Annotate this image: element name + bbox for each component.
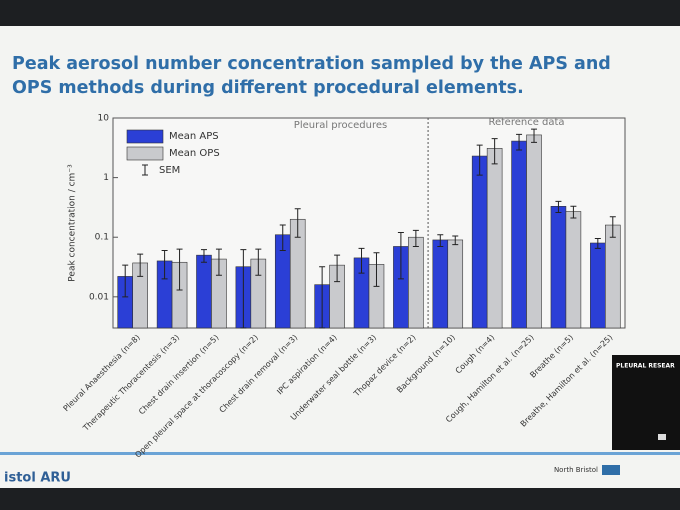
- error-bar: [516, 133, 523, 151]
- bar: [605, 224, 621, 329]
- y-tick-label: 1: [103, 173, 109, 183]
- x-tick-label: Cough, Hamilton et al. (n=25): [444, 333, 536, 425]
- legend-swatch: [126, 146, 164, 161]
- bar: [408, 236, 424, 329]
- x-tick-label: Underwater seal bottle (n=3): [289, 333, 378, 422]
- error-bar: [255, 248, 262, 276]
- legend-error-symbol: [142, 164, 148, 176]
- error-bar: [215, 248, 222, 276]
- x-tick-label: Cough (n=4): [454, 333, 497, 376]
- legend-swatch: [126, 129, 164, 144]
- footer-left: istol ARU: [4, 471, 71, 486]
- error-bar: [176, 248, 183, 291]
- error-bar: [397, 232, 404, 280]
- chart-title: Peak aerosol number concentration sample…: [12, 54, 611, 98]
- bar: [526, 134, 542, 329]
- nhs-logo: [602, 465, 620, 475]
- error-bar: [294, 208, 301, 238]
- video-tile: [612, 355, 680, 450]
- error-bar: [476, 144, 483, 176]
- bar: [511, 140, 527, 329]
- error-bar: [137, 253, 144, 277]
- error-bar: [594, 238, 601, 249]
- error-bar: [609, 216, 616, 238]
- y-tick-label: 0.1: [95, 233, 109, 243]
- error-bar: [570, 205, 577, 219]
- legend-label: SEM: [159, 165, 180, 176]
- error-bar: [279, 224, 286, 251]
- legend-label: Mean OPS: [169, 148, 220, 159]
- error-bar: [452, 235, 459, 246]
- error-bar: [373, 252, 380, 287]
- bar: [590, 242, 606, 329]
- error-bar: [161, 249, 168, 280]
- error-bar: [491, 138, 498, 165]
- error-bar: [358, 247, 365, 274]
- x-tick-label: Chest drain removal (n=3): [218, 333, 300, 415]
- error-bar: [122, 264, 129, 298]
- bar: [196, 254, 212, 329]
- bar: [550, 206, 567, 329]
- error-bar: [200, 249, 207, 263]
- footer-right: North Bristol: [554, 466, 598, 474]
- legend-label: Mean APS: [169, 131, 219, 142]
- camera-icon: [658, 434, 666, 440]
- error-bar: [334, 254, 341, 283]
- bar: [486, 148, 503, 329]
- video-label: PLEURAL RESEAR: [616, 363, 675, 370]
- region-label: Pleural procedures: [294, 120, 387, 131]
- x-tick-label: Chest drain insertion (n=5): [137, 333, 221, 417]
- region-label: Reference data: [489, 117, 565, 128]
- error-bar: [412, 229, 419, 247]
- error-bar: [319, 266, 326, 329]
- error-bar: [437, 234, 444, 247]
- y-tick-label: 10: [98, 114, 110, 124]
- error-bar: [555, 200, 562, 213]
- bar: [565, 211, 582, 329]
- error-bar: [240, 249, 247, 329]
- y-tick-label: 0.01: [89, 292, 109, 302]
- y-axis-label: Peak concentration / cm⁻³: [68, 164, 78, 282]
- bar: [471, 155, 488, 329]
- bar: [447, 239, 464, 329]
- bar: [432, 239, 449, 329]
- x-tick-label: Pleural Anaesthesia (n=8): [62, 333, 142, 413]
- footer-rule: [0, 452, 680, 455]
- error-bar: [531, 128, 538, 143]
